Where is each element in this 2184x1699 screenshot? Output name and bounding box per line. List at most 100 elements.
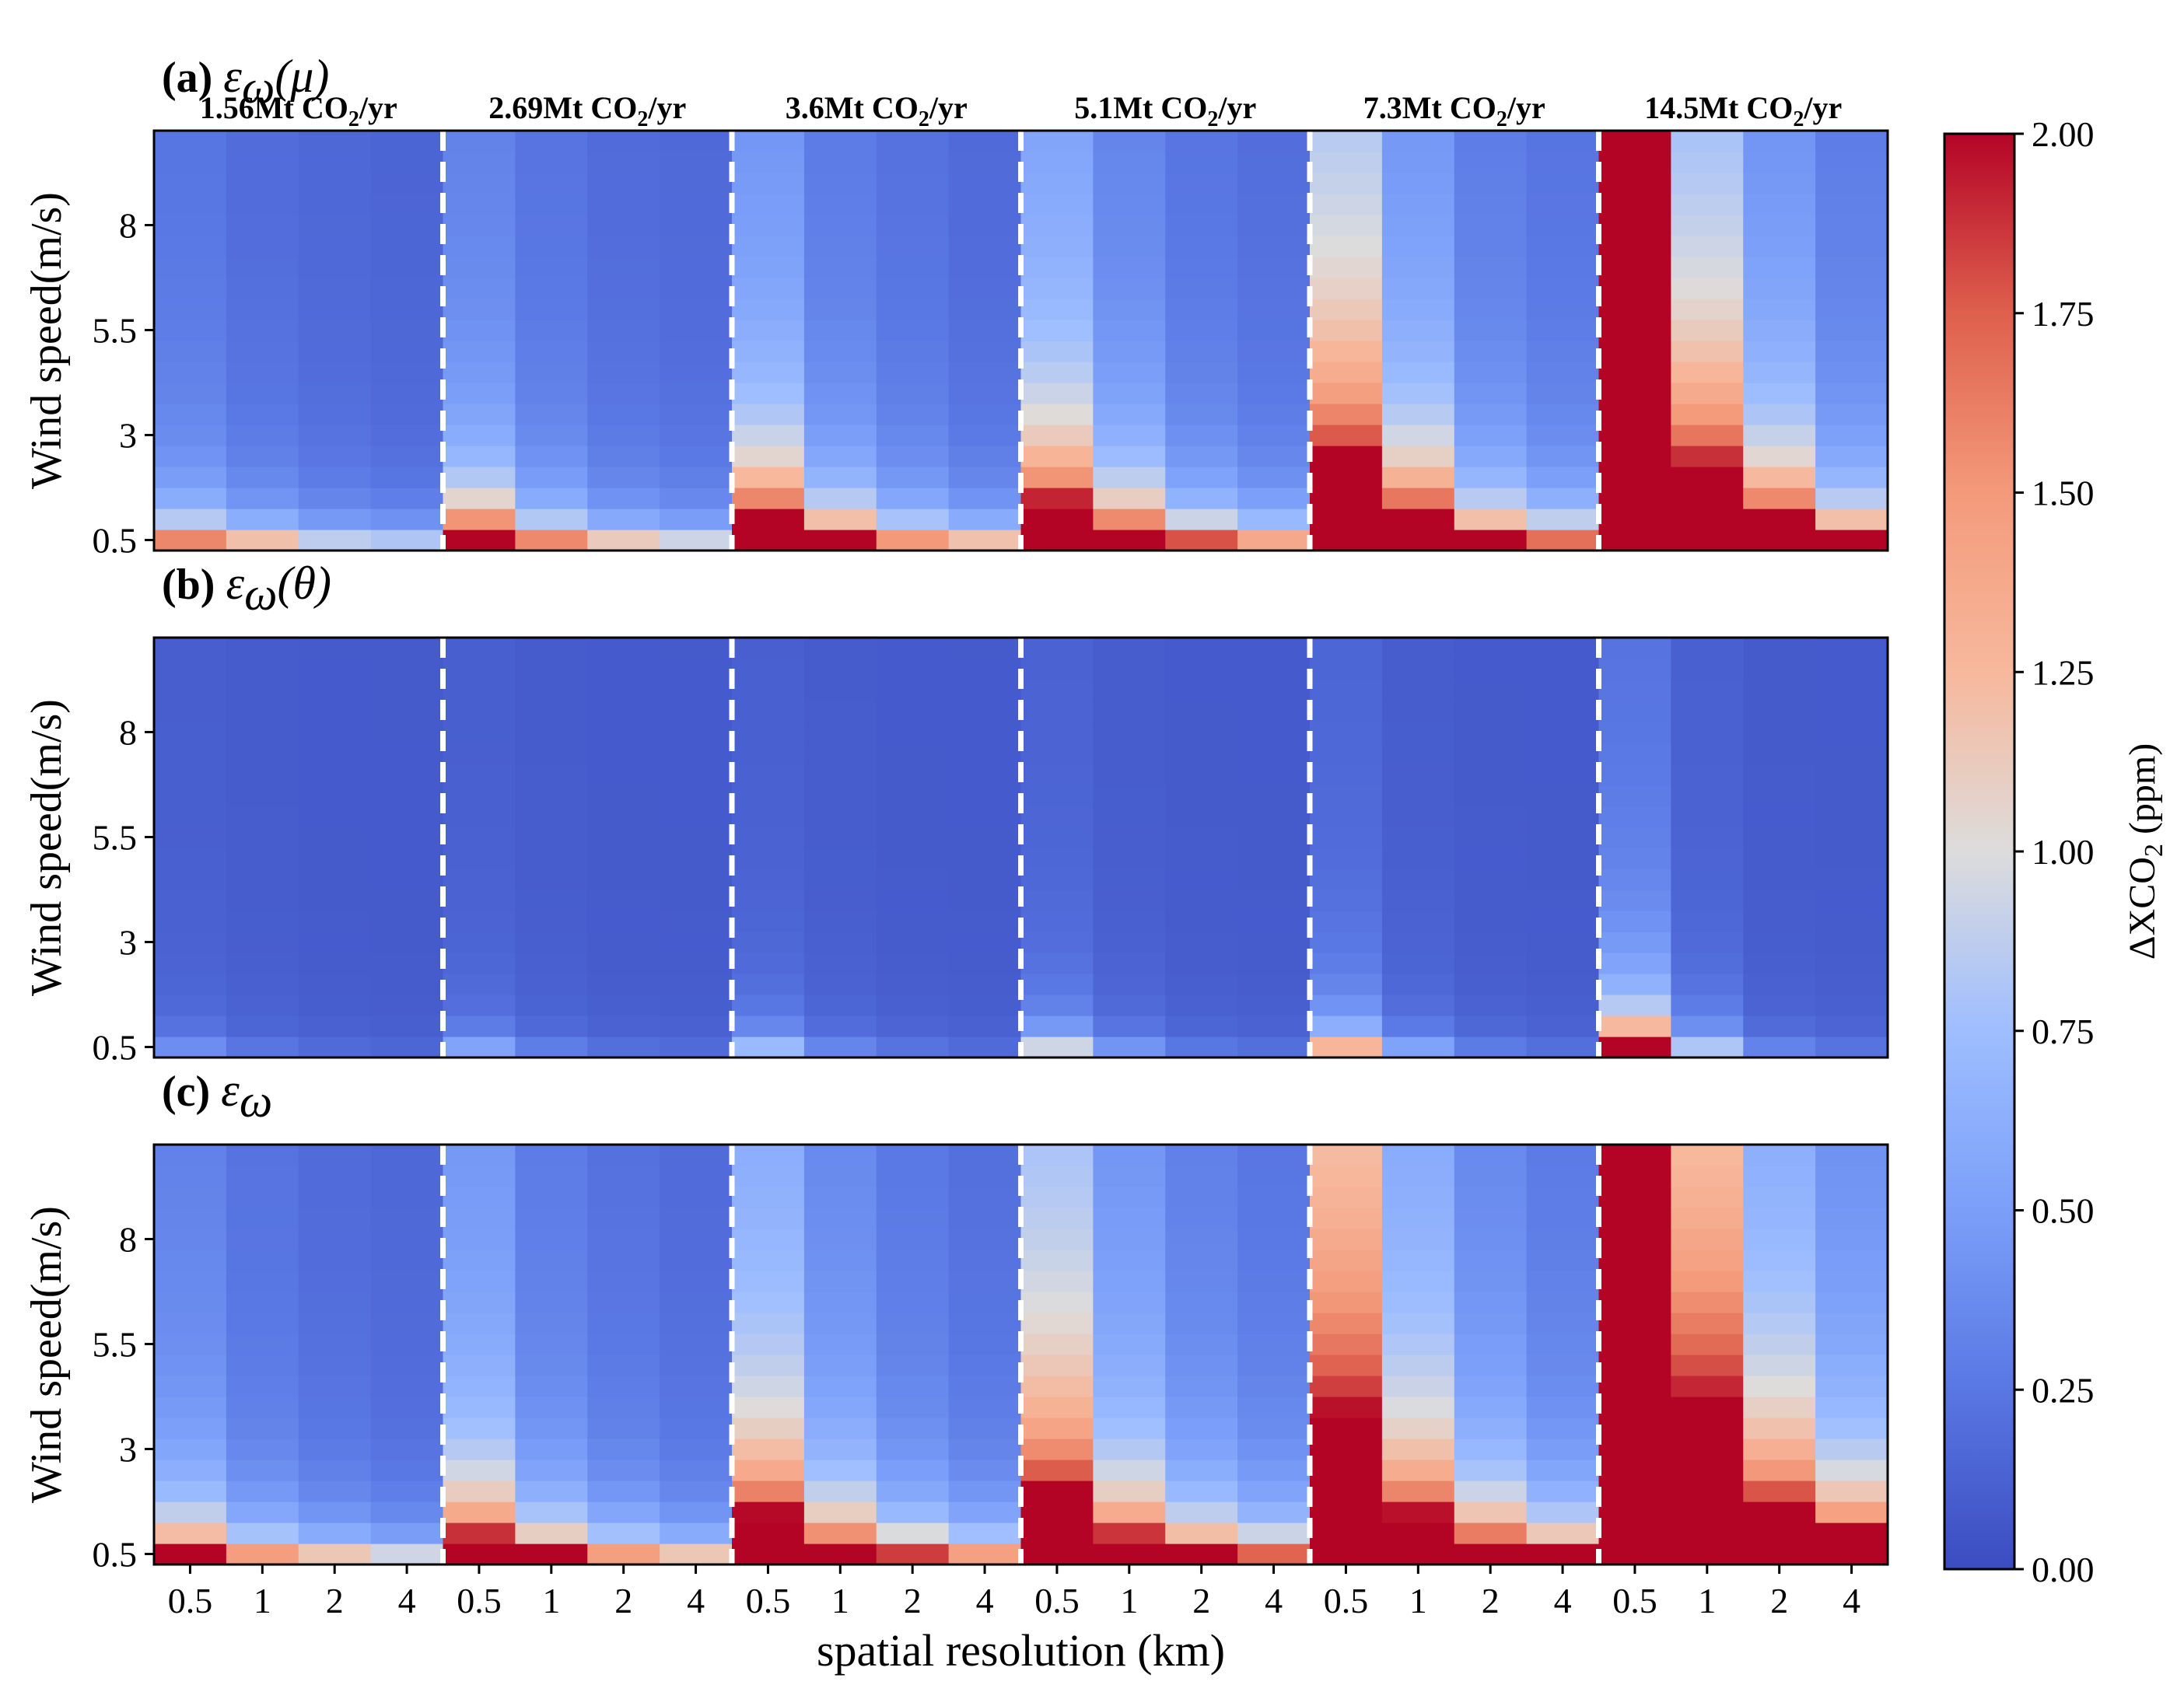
heatmap-cell (660, 1016, 733, 1037)
heatmap-cell (660, 932, 733, 953)
heatmap-cell (154, 806, 227, 827)
heatmap-cell (1165, 1016, 1238, 1037)
heatmap-cell (660, 953, 733, 974)
heatmap-cell (587, 341, 660, 362)
heatmap-cell (1526, 278, 1600, 299)
heatmap-cell (948, 509, 1022, 530)
heatmap-cell (876, 1397, 950, 1418)
heatmap-cell (660, 1376, 733, 1397)
heatmap-cell (1093, 953, 1166, 974)
heatmap-cell (1093, 827, 1166, 848)
heatmap-cell (876, 1250, 950, 1271)
heatmap-cell (1310, 1418, 1383, 1439)
heatmap-cell (803, 827, 877, 848)
heatmap-cell (515, 488, 588, 509)
heatmap-cell (660, 680, 733, 701)
heatmap-cell (1598, 722, 1671, 743)
heatmap-cell (1598, 1460, 1671, 1481)
heatmap-cell (1815, 1355, 1888, 1376)
heatmap-cell (1237, 911, 1311, 932)
heatmap-cell (948, 1397, 1022, 1418)
heatmap-cell (298, 215, 372, 236)
heatmap-cell (443, 362, 516, 383)
heatmap-cell (1310, 890, 1383, 911)
heatmap-cell (1454, 530, 1528, 551)
heatmap-cell (948, 1166, 1022, 1187)
heatmap-cell (443, 680, 516, 701)
heatmap-cell (1237, 1334, 1311, 1355)
heatmap-cell (1237, 701, 1311, 722)
heatmap-cell (1815, 869, 1888, 890)
heatmap-cell (1381, 1208, 1455, 1229)
heatmap-cell (515, 1271, 588, 1292)
x-tick-label: 0.5 (1324, 1581, 1369, 1620)
heatmap-cell (1815, 530, 1888, 551)
heatmap-cell (370, 974, 444, 995)
heatmap-cell (1381, 446, 1455, 467)
heatmap-cell (515, 1166, 588, 1187)
heatmap-cell (1671, 530, 1744, 551)
x-tick-label: 4 (976, 1581, 994, 1620)
heatmap-cell (1020, 1481, 1094, 1502)
heatmap-cell (948, 974, 1022, 995)
heatmap-cell (1815, 467, 1888, 488)
heatmap-cell (1310, 1313, 1383, 1334)
heatmap-cell (1598, 236, 1671, 257)
colorbar-tick-label: 0.00 (2032, 1550, 2095, 1589)
heatmap-cell (948, 194, 1022, 215)
heatmap-cell (370, 1418, 444, 1439)
heatmap-cell (660, 467, 733, 488)
heatmap-cell (1815, 1460, 1888, 1481)
heatmap-cell (515, 785, 588, 806)
heatmap-cell (1020, 215, 1094, 236)
panel-frame (152, 129, 1889, 552)
heatmap-cell (1526, 1166, 1600, 1187)
heatmap-cell (226, 764, 299, 785)
heatmap-cell (876, 848, 950, 869)
heatmap-cell (154, 1460, 227, 1481)
heatmap-cell (1454, 974, 1528, 995)
heatmap-cell (515, 152, 588, 173)
heatmap-cell (876, 530, 950, 551)
heatmap-cell (1671, 974, 1744, 995)
colorbar-tick-label: 1.00 (2032, 832, 2095, 872)
heatmap-cell (1020, 1145, 1094, 1166)
heatmap-cell (1743, 638, 1816, 659)
heatmap-cell (515, 362, 588, 383)
heatmap-cell (732, 869, 805, 890)
heatmap-cell (1526, 1481, 1600, 1502)
heatmap-cell (1381, 530, 1455, 551)
heatmap-cell (803, 509, 877, 530)
heatmap-cell (1526, 1376, 1600, 1397)
heatmap-cell (876, 722, 950, 743)
heatmap-cell (1020, 1292, 1094, 1313)
heatmap-cell (154, 1037, 227, 1058)
heatmap-cell (226, 1208, 299, 1229)
heatmap-cell (1093, 785, 1166, 806)
heatmap-cell (587, 701, 660, 722)
heatmap-cell (226, 383, 299, 404)
heatmap-cell (1165, 1145, 1238, 1166)
heatmap-cell (1310, 215, 1383, 236)
heatmap-cell (803, 1481, 877, 1502)
heatmap-cell (876, 638, 950, 659)
heatmap-cell (803, 1313, 877, 1334)
heatmap-cell (948, 806, 1022, 827)
heatmap-cell (1454, 890, 1528, 911)
heatmap-cell (226, 1229, 299, 1250)
heatmap-cell (1671, 1501, 1744, 1523)
heatmap-cell (587, 278, 660, 299)
heatmap-cell (154, 743, 227, 764)
heatmap-cell (1310, 1460, 1383, 1481)
heatmap-cell (154, 257, 227, 278)
x-tick-label: 1 (1698, 1581, 1716, 1620)
heatmap-cell (1310, 362, 1383, 383)
heatmap-cell (443, 131, 516, 152)
heatmap-cell (443, 299, 516, 320)
heatmap-cell (515, 911, 588, 932)
heatmap-cell (876, 509, 950, 530)
heatmap-cell (1093, 1460, 1166, 1481)
heatmap-cell (1381, 152, 1455, 173)
heatmap-cell (370, 1229, 444, 1250)
heatmap-cell (1743, 743, 1816, 764)
